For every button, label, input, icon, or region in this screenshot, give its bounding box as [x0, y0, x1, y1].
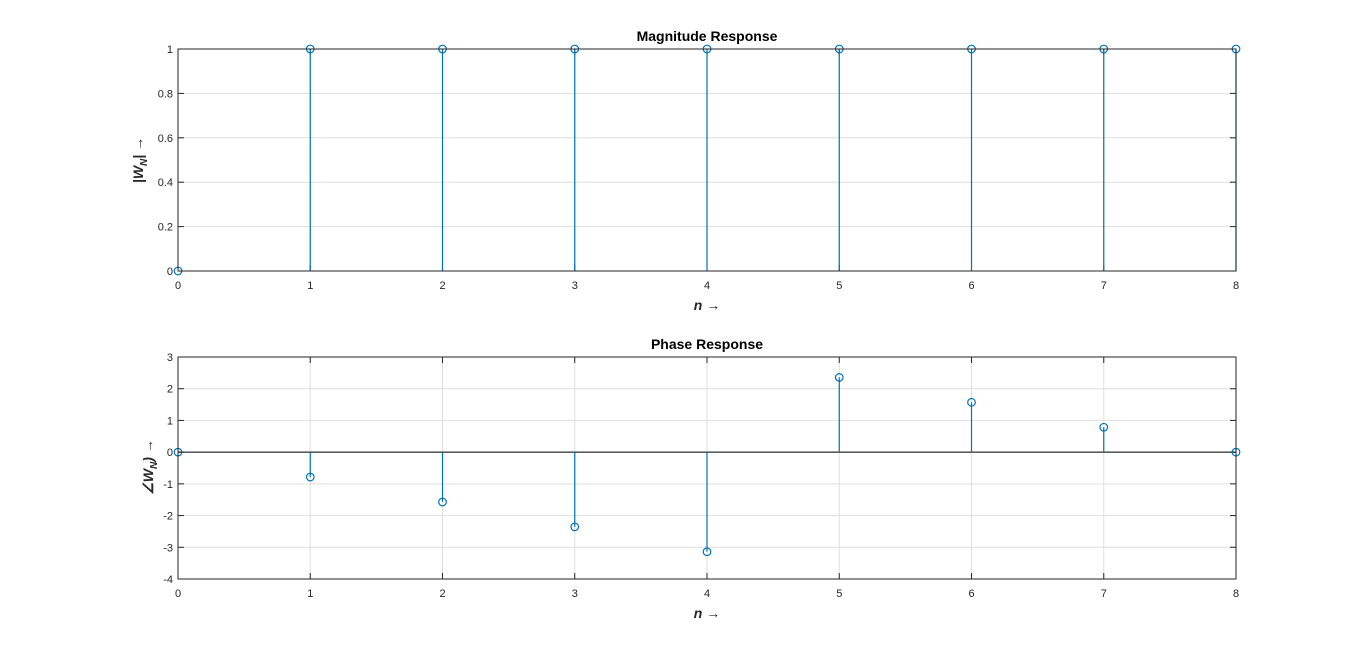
phase-stem-marker	[967, 397, 976, 407]
magnitude-x-tick-label: 1	[307, 280, 313, 292]
magnitude-axes-box	[177, 48, 1237, 272]
phase-y-tick-label: 3	[167, 352, 173, 364]
phase-x-tick-label: 0	[175, 588, 181, 600]
phase-y-tick-label: -4	[163, 574, 173, 586]
phase-y-tick-label: -1	[163, 479, 173, 491]
magnitude-x-tick-label: 6	[968, 280, 974, 292]
phase-x-tick-label: 4	[704, 588, 710, 600]
magnitude-y-tick-label: 0.6	[158, 133, 173, 145]
magnitude-y-tick-label: 0.8	[158, 88, 173, 100]
phase-title: Phase Response	[651, 336, 763, 352]
phase-plot: Phase Response 0 1 2 3 4 5 6 7 8 -4 -3 -2 -1 0 1 2 3 n …	[140, 336, 1241, 621]
phase-x-tick-label: 3	[572, 588, 578, 600]
phase-y-tick-label: -2	[163, 511, 173, 523]
phase-stem-marker	[305, 472, 315, 482]
magnitude-plot: Magnitude Response 0 1 2 3 4 5 6 7 8 0 0.2 0.4 0.6 0…	[130, 28, 1241, 313]
phase-stem-marker	[1099, 422, 1109, 432]
phase-y-label-main: ∠W	[140, 467, 156, 495]
phase-y-tick-label: -3	[163, 542, 173, 554]
magnitude-x-tick-label: 2	[439, 280, 445, 292]
phase-y-label-rest: ) →	[140, 439, 156, 464]
phase-x-tick-label: 2	[439, 588, 445, 600]
phase-y-tick-label: 2	[167, 384, 173, 396]
magnitude-y-label-main: |W	[130, 164, 146, 183]
phase-x-tick-label: 5	[836, 588, 842, 600]
magnitude-x-tick-label: 7	[1101, 280, 1107, 292]
magnitude-y-axis-label: |WN| →	[130, 137, 150, 183]
magnitude-y-label-rest: | →	[130, 137, 146, 159]
phase-x-tick-label: 7	[1101, 588, 1107, 600]
phase-stem-marker	[834, 373, 844, 382]
magnitude-y-label-sub: N	[139, 158, 150, 166]
phase-x-tick-label: 6	[968, 588, 974, 600]
magnitude-x-tick-label: 5	[836, 280, 842, 292]
magnitude-x-tick-label: 4	[704, 280, 710, 292]
magnitude-x-tick-label: 3	[572, 280, 578, 292]
phase-y-axis-label: ∠WN) →	[140, 439, 160, 495]
phase-stem-marker	[438, 497, 447, 507]
phase-y-label-sub: N	[149, 461, 160, 469]
magnitude-x-tick-label: 8	[1233, 280, 1239, 292]
magnitude-y-tick-label: 0.4	[158, 177, 173, 189]
phase-stem-marker	[570, 522, 580, 532]
magnitude-stems	[173, 44, 1241, 276]
phase-y-tick-label: 0	[167, 447, 173, 459]
phase-x-axis-label: n →	[694, 605, 720, 621]
magnitude-y-tick-label: 1	[167, 44, 173, 56]
phase-x-tick-label: 8	[1233, 588, 1239, 600]
phase-stem-marker	[702, 547, 712, 557]
magnitude-x-tick-label: 0	[175, 280, 181, 292]
magnitude-y-tick-label: 0	[167, 266, 173, 278]
magnitude-title: Magnitude Response	[637, 28, 778, 44]
magnitude-x-axis-label: n →	[694, 297, 720, 313]
magnitude-y-tick-label: 0.2	[158, 222, 173, 234]
phase-axes-box	[177, 356, 1237, 580]
phase-y-tick-label: 1	[167, 415, 173, 427]
phase-x-tick-label: 1	[307, 588, 313, 600]
